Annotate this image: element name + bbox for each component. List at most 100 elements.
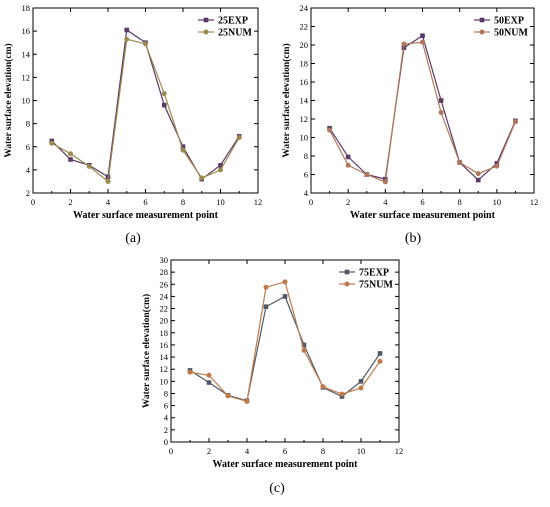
y-axis-label: Water surface elevation(cm)	[3, 43, 14, 157]
y-tick-label: 2	[164, 425, 168, 435]
y-tick-label: 16	[22, 26, 31, 36]
panel-label: (c)	[269, 481, 285, 496]
series-line-50NUM	[329, 41, 516, 183]
data-point	[206, 380, 212, 385]
legend-label: 75EXP	[359, 268, 389, 279]
data-point	[382, 179, 388, 185]
panel-label: (b)	[405, 231, 422, 246]
data-point	[377, 358, 383, 364]
x-tick-label: 2	[346, 197, 350, 207]
y-tick-label: 14	[22, 49, 31, 59]
x-axis-label: Water surface measurement point	[73, 210, 219, 221]
y-tick-label: 14	[300, 96, 309, 106]
x-tick-label: 12	[530, 197, 539, 207]
data-point	[49, 140, 55, 146]
data-point	[225, 393, 231, 399]
data-point	[180, 147, 186, 153]
series-line-75NUM	[189, 281, 381, 403]
data-point	[339, 391, 345, 397]
data-point	[494, 163, 500, 169]
data-point	[244, 398, 250, 404]
series-50EXP	[327, 33, 518, 183]
data-point	[358, 385, 364, 391]
x-tick-label: 8	[321, 446, 325, 456]
legend-marker	[203, 17, 209, 23]
series-50NUM	[327, 39, 518, 185]
data-point	[420, 33, 425, 39]
data-point	[320, 384, 326, 390]
x-tick-label: 0	[309, 197, 313, 207]
data-point	[124, 36, 130, 42]
y-tick-label: 10	[300, 133, 309, 143]
series-line-25EXP	[51, 28, 240, 181]
data-point	[105, 178, 111, 184]
data-point	[364, 172, 370, 177]
data-point	[377, 351, 383, 356]
x-tick-label: 10	[493, 197, 502, 207]
y-tick-label: 24	[160, 291, 169, 301]
y-tick-label: 30	[160, 255, 169, 265]
y-tick-label: 2	[26, 188, 30, 198]
x-tick-label: 2	[207, 446, 211, 456]
x-tick-label: 10	[216, 197, 225, 207]
data-point	[187, 369, 193, 375]
data-point	[86, 163, 92, 169]
x-tick-label: 4	[245, 446, 250, 456]
panel-label: (a)	[125, 231, 141, 246]
y-tick-label: 6	[164, 401, 168, 411]
data-point	[345, 154, 351, 160]
data-point	[218, 167, 223, 173]
y-tick-label: 20	[300, 40, 309, 50]
y-tick-label: 10	[160, 376, 169, 386]
y-tick-label: 28	[160, 267, 169, 277]
x-tick-label: 4	[106, 197, 111, 207]
data-point	[438, 110, 444, 116]
y-tick-label: 8	[304, 151, 308, 161]
data-point	[475, 171, 481, 177]
x-axis-label: Water surface measurement point	[350, 210, 496, 221]
legend-label: 50EXP	[494, 16, 524, 27]
x-tick-label: 8	[458, 197, 462, 207]
data-point	[236, 135, 242, 140]
legend-marker	[344, 269, 350, 275]
legend-marker	[479, 17, 485, 23]
data-point	[494, 161, 500, 166]
legend-marker	[344, 281, 350, 287]
data-point	[124, 27, 130, 33]
y-tick-label: 14	[160, 352, 169, 362]
y-tick-label: 24	[300, 3, 309, 13]
y-tick-label: 6	[304, 170, 308, 180]
y-tick-label: 16	[160, 340, 169, 350]
y-tick-label: 10	[22, 96, 31, 106]
series-75NUM	[187, 279, 383, 404]
y-tick-label: 18	[22, 3, 31, 13]
data-point	[199, 175, 205, 181]
series-line-50EXP	[329, 34, 516, 181]
x-tick-label: 0	[169, 446, 173, 456]
x-tick-label: 2	[68, 197, 72, 207]
y-tick-label: 0	[164, 437, 168, 447]
data-point	[263, 284, 269, 290]
data-point	[301, 347, 307, 353]
data-point	[68, 151, 73, 157]
data-point	[282, 279, 288, 285]
y-tick-label: 26	[160, 279, 169, 289]
chart-panel-3: 0 2 4 6 8 10 12024681012141618202224262830Wate…	[141, 255, 403, 496]
y-tick-label: 20	[160, 316, 169, 326]
data-point	[512, 119, 518, 125]
x-axis-label: Water surface measurement point	[213, 459, 359, 470]
data-point	[180, 144, 186, 150]
series-75EXP	[187, 294, 383, 404]
y-tick-label: 6	[26, 142, 30, 152]
y-tick-label: 4	[304, 188, 309, 198]
y-tick-label: 8	[164, 388, 168, 398]
y-axis-label: Water surface elevation(cm)	[141, 294, 152, 408]
legend-label: 25EXP	[218, 16, 248, 27]
legend-marker	[203, 29, 209, 35]
x-tick-label: 6	[143, 197, 147, 207]
y-tick-label: 16	[300, 77, 309, 87]
y-tick-label: 18	[160, 328, 169, 338]
